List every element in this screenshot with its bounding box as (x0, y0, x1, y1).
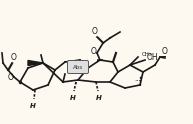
Text: Abs: Abs (73, 65, 83, 70)
FancyBboxPatch shape (68, 61, 89, 74)
Text: O: O (162, 46, 168, 56)
Text: ···: ··· (135, 78, 141, 84)
Text: O: O (91, 47, 97, 57)
Text: H: H (70, 95, 76, 101)
Text: O: O (8, 74, 14, 82)
Polygon shape (28, 61, 43, 65)
Text: H: H (30, 103, 36, 109)
Text: H: H (96, 95, 102, 101)
Text: O: O (92, 28, 98, 36)
Text: O: O (11, 53, 17, 62)
Text: OH: OH (147, 52, 159, 62)
Text: CH₃: CH₃ (142, 52, 152, 58)
